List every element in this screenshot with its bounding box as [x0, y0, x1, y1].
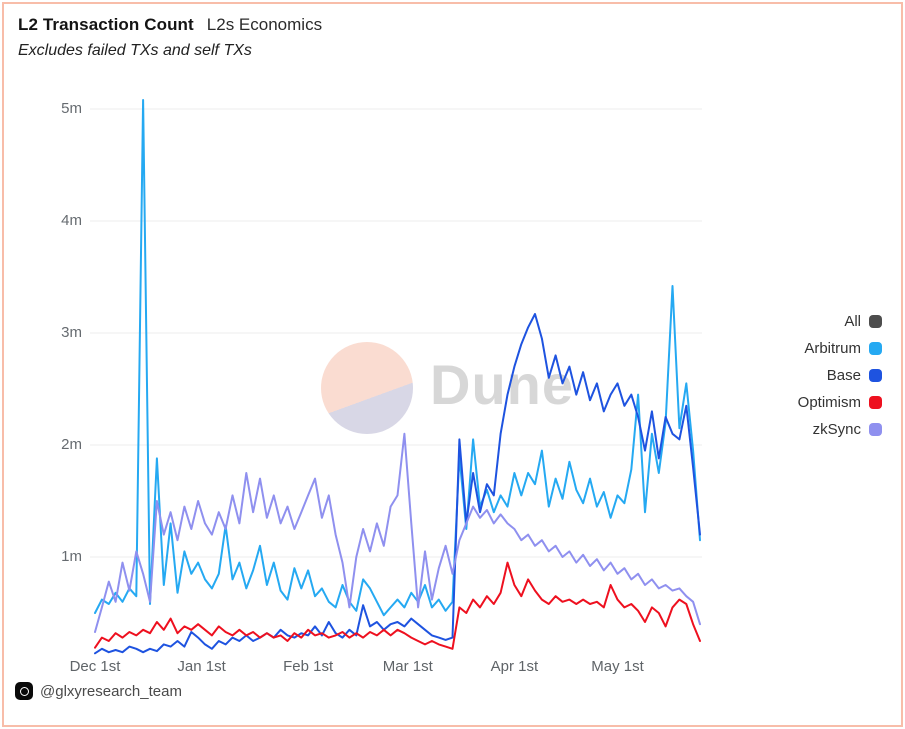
legend-item-base[interactable]: Base	[798, 367, 882, 384]
author-handle: @glxyresearch_team	[40, 682, 182, 700]
legend-swatch-icon	[869, 423, 882, 436]
x-tick-label: Mar 1st	[382, 658, 433, 675]
legend-item-arbitrum[interactable]: Arbitrum	[798, 340, 882, 357]
x-tick-label: Apr 1st	[490, 658, 539, 675]
legend-label: zkSync	[812, 421, 861, 438]
y-tick-label: 4m	[61, 212, 82, 229]
series-line-optimism[interactable]	[94, 561, 701, 650]
dune-watermark: Dune	[430, 353, 574, 416]
chart-title: L2 Transaction Count	[18, 15, 194, 34]
y-tick-label: 5m	[61, 100, 82, 117]
legend-item-optimism[interactable]: Optimism	[798, 394, 882, 411]
legend-label: Arbitrum	[804, 340, 861, 357]
x-tick-label: Feb 1st	[283, 658, 334, 675]
x-tick-label: Dec 1st	[69, 658, 121, 675]
series-line-arbitrum[interactable]	[94, 99, 701, 617]
legend-label: Base	[826, 367, 861, 384]
chart-header: L2 Transaction Count L2s Economics Exclu…	[18, 15, 322, 60]
legend: All Arbitrum Base Optimism zkSync	[798, 313, 882, 438]
legend-item-zksync[interactable]: zkSync	[798, 421, 882, 438]
galaxy-logo-icon	[15, 682, 33, 700]
legend-item-all[interactable]: All	[798, 313, 882, 330]
y-tick-label: 2m	[61, 436, 82, 453]
legend-swatch-icon	[869, 396, 882, 409]
legend-swatch-icon	[869, 315, 882, 328]
chart-subtitle: Excludes failed TXs and self TXs	[18, 42, 252, 59]
legend-swatch-icon	[869, 369, 882, 382]
gridlines	[90, 108, 702, 558]
attribution-footer: @glxyresearch_team	[15, 682, 182, 700]
dashboard-name: L2s Economics	[206, 15, 323, 34]
legend-label: All	[844, 313, 861, 330]
x-tick-label: May 1st	[591, 658, 644, 675]
series-line-base[interactable]	[94, 313, 701, 655]
legend-label: Optimism	[797, 394, 861, 411]
y-tick-label: 1m	[61, 548, 82, 565]
x-tick-label: Jan 1st	[177, 658, 226, 675]
dune-logo-circle-icon	[321, 342, 413, 434]
series-line-zksync[interactable]	[94, 432, 701, 633]
legend-swatch-icon	[869, 342, 882, 355]
y-tick-label: 3m	[61, 324, 82, 341]
